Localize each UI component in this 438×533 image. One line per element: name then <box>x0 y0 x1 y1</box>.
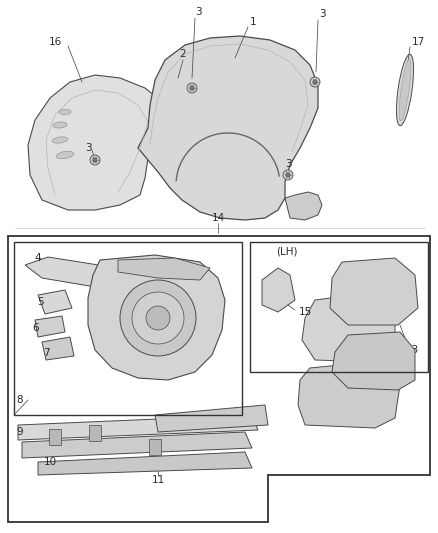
Text: 5: 5 <box>37 297 43 307</box>
Polygon shape <box>18 415 258 440</box>
Ellipse shape <box>52 137 68 143</box>
Polygon shape <box>298 360 400 428</box>
Polygon shape <box>35 316 65 337</box>
Polygon shape <box>330 258 418 325</box>
Ellipse shape <box>59 109 71 115</box>
Polygon shape <box>88 255 225 380</box>
Polygon shape <box>155 405 268 432</box>
Polygon shape <box>138 36 318 220</box>
Circle shape <box>132 292 184 344</box>
Text: 6: 6 <box>33 323 39 333</box>
Polygon shape <box>38 452 252 475</box>
Text: 16: 16 <box>48 37 62 47</box>
Text: 15: 15 <box>298 307 311 317</box>
Bar <box>49 429 61 445</box>
Bar <box>89 425 101 441</box>
Polygon shape <box>28 75 162 210</box>
Circle shape <box>90 155 100 165</box>
Text: 7: 7 <box>42 348 49 358</box>
Circle shape <box>190 86 194 90</box>
Text: 8: 8 <box>17 395 23 405</box>
Text: 13: 13 <box>406 345 419 355</box>
Bar <box>149 439 161 455</box>
Circle shape <box>286 173 290 177</box>
Circle shape <box>187 83 197 93</box>
Circle shape <box>146 306 170 330</box>
Text: 3: 3 <box>194 7 201 17</box>
Text: 2: 2 <box>180 49 186 59</box>
Polygon shape <box>22 432 252 458</box>
Circle shape <box>310 77 320 87</box>
Text: 11: 11 <box>152 475 165 485</box>
Bar <box>250 242 428 372</box>
Polygon shape <box>42 337 74 360</box>
Polygon shape <box>262 268 295 312</box>
Circle shape <box>283 170 293 180</box>
Ellipse shape <box>399 59 411 120</box>
Polygon shape <box>302 292 395 362</box>
Text: 10: 10 <box>43 457 57 467</box>
Polygon shape <box>38 290 72 314</box>
Text: 3: 3 <box>85 143 91 153</box>
Circle shape <box>313 80 317 84</box>
Text: 4: 4 <box>35 253 41 263</box>
Ellipse shape <box>53 122 67 128</box>
Ellipse shape <box>56 151 74 159</box>
Ellipse shape <box>396 54 413 126</box>
Circle shape <box>93 158 97 162</box>
Polygon shape <box>118 258 210 280</box>
Polygon shape <box>25 257 145 292</box>
Text: 3: 3 <box>285 159 291 169</box>
Text: (LH): (LH) <box>276 247 297 257</box>
Text: 9: 9 <box>17 427 23 437</box>
Text: 14: 14 <box>212 213 225 223</box>
Polygon shape <box>285 192 322 220</box>
Polygon shape <box>332 332 415 390</box>
Text: 1: 1 <box>250 17 256 27</box>
Text: 3: 3 <box>319 9 325 19</box>
Text: 12: 12 <box>355 295 369 305</box>
Text: 17: 17 <box>411 37 424 47</box>
Circle shape <box>120 280 196 356</box>
Bar <box>14 242 242 415</box>
